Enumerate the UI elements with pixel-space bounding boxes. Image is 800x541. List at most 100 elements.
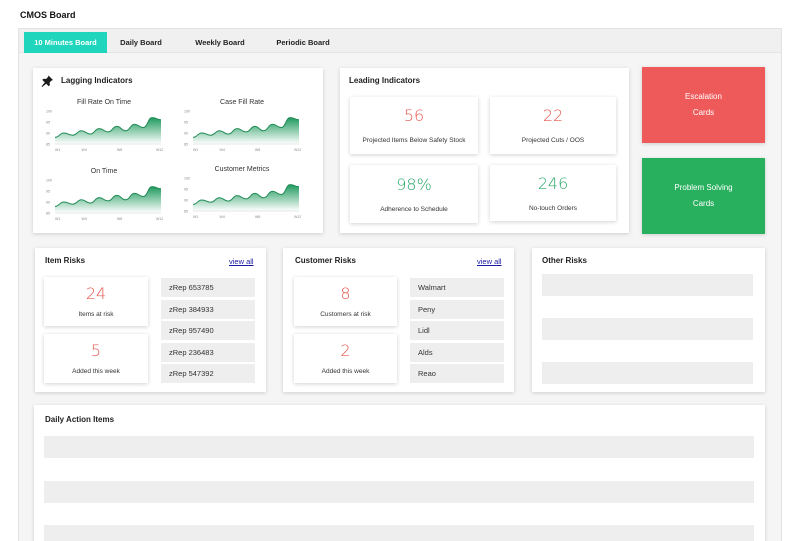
- customer-risk-row[interactable]: Peny: [410, 300, 504, 319]
- item-risk-row[interactable]: zRep 236483: [161, 343, 255, 362]
- item-risk-row[interactable]: zRep 384933: [161, 300, 255, 319]
- y-tick-label: 95: [184, 121, 188, 125]
- other-risks-title: Other Risks: [542, 256, 587, 265]
- y-tick-label: 90: [46, 132, 50, 136]
- customer-risk-row[interactable]: Reao: [410, 364, 504, 383]
- y-tick-label: 95: [184, 188, 188, 192]
- metric-projected-cuts-oos[interactable]: 22 Projected Cuts / OOS: [490, 97, 616, 154]
- x-tick-label: W1: [193, 215, 198, 219]
- metric-label: Projected Cuts / OOS: [521, 137, 585, 144]
- chart-on-time: On Time 100 95 90 85 W1 W4 W8 W12: [45, 168, 163, 222]
- escalation-line-1: Escalation: [685, 92, 722, 101]
- daily-action-items-card: Daily Action Items: [34, 405, 765, 541]
- chart-line: [192, 117, 300, 138]
- y-tick-label: 85: [184, 143, 188, 147]
- customer-risk-row[interactable]: Lidl: [410, 321, 504, 340]
- item-risks-card: Item Risks view all 24 Items at risk 5 A…: [35, 248, 266, 392]
- item-risks-title: Item Risks: [45, 256, 86, 265]
- metric-customers-added-this-week[interactable]: 2 Added this week: [294, 334, 397, 383]
- daily-action-items-title: Daily Action Items: [45, 415, 115, 424]
- item-risk-row[interactable]: zRep 547392: [161, 364, 255, 383]
- metric-value: 8: [340, 284, 351, 303]
- x-tick-label: W4: [220, 148, 225, 152]
- lagging-indicators-card: Lagging Indicators Fill Rate On Time 100…: [33, 68, 323, 233]
- metric-label: No-touch Orders: [528, 205, 578, 212]
- metric-label: Customers at risk: [320, 311, 371, 318]
- escalation-line-2: Cards: [692, 108, 715, 117]
- x-tick-label: W8: [117, 148, 122, 152]
- tab-weekly-board[interactable]: Weekly Board: [195, 38, 245, 47]
- problem-solving-line-1: Problem Solving: [674, 183, 733, 192]
- chart-fill-rate-on-time: Fill Rate On Time 100 95 90 85 W1 W4 W8 W12: [45, 99, 163, 153]
- metric-label: Items at risk: [78, 311, 114, 318]
- x-tick-label: W8: [117, 217, 122, 221]
- metric-adherence-to-schedule[interactable]: 98% Adherence to Schedule: [350, 165, 478, 223]
- y-tick-label: 90: [184, 199, 188, 203]
- chart-title: Customer Metrics: [214, 166, 270, 173]
- metric-items-added-this-week[interactable]: 5 Added this week: [44, 334, 148, 383]
- other-risk-placeholder-row: [542, 318, 753, 340]
- leading-indicators-title: Leading Indicators: [349, 76, 421, 85]
- y-tick-label: 95: [46, 121, 50, 125]
- escalation-cards-button[interactable]: Escalation Cards: [642, 67, 765, 143]
- x-tick-label: W4: [82, 217, 87, 221]
- y-tick-label: 100: [184, 110, 190, 114]
- x-tick-label: W4: [82, 148, 87, 152]
- x-tick-label: W1: [193, 148, 198, 152]
- customer-risk-row[interactable]: Alds: [410, 343, 504, 362]
- metric-value: 24: [85, 284, 107, 303]
- other-risks-card: Other Risks: [532, 248, 765, 392]
- y-tick-label: 100: [46, 110, 52, 114]
- x-tick-label: W8: [255, 148, 260, 152]
- chart-area: [193, 184, 299, 211]
- tab-periodic-board[interactable]: Periodic Board: [276, 38, 330, 47]
- metric-label: Added this week: [321, 368, 370, 375]
- y-tick-label: 90: [184, 132, 188, 136]
- tab-daily-board[interactable]: Daily Board: [120, 38, 162, 47]
- tab-10-minutes-board[interactable]: 10 Minutes Board: [24, 32, 107, 53]
- customer-risks-view-all-link[interactable]: view all: [477, 257, 502, 266]
- y-tick-label: 85: [46, 143, 50, 147]
- problem-solving-cards-button[interactable]: Problem Solving Cards: [642, 158, 765, 234]
- x-tick-label: W12: [156, 148, 163, 152]
- x-tick-label: W12: [294, 215, 301, 219]
- pin-icon: [41, 74, 53, 87]
- metric-value: 56: [403, 106, 425, 125]
- y-tick-label: 85: [184, 210, 188, 214]
- metric-projected-items-below-safety-stock[interactable]: 56 Projected Items Below Safety Stock: [350, 97, 478, 154]
- item-risk-row[interactable]: zRep 653785: [161, 278, 255, 297]
- metric-items-at-risk[interactable]: 24 Items at risk: [44, 277, 148, 326]
- customer-risk-row[interactable]: Walmart: [410, 278, 504, 297]
- y-tick-label: 85: [46, 212, 50, 216]
- item-risks-view-all-link[interactable]: view all: [229, 257, 254, 266]
- chart-area: [193, 117, 299, 144]
- x-tick-label: W4: [220, 215, 225, 219]
- item-risk-row[interactable]: zRep 957490: [161, 321, 255, 340]
- customer-risks-title: Customer Risks: [295, 256, 356, 265]
- chart-line: [54, 117, 162, 138]
- metric-value: 22: [542, 106, 564, 125]
- chart-case-fill-rate: Case Fill Rate 100 95 90 85 W1 W4 W8 W12: [183, 99, 301, 153]
- tab-bar: 10 Minutes Board Daily Board Weekly Boar…: [19, 29, 781, 53]
- lagging-indicators-title: Lagging Indicators: [61, 76, 133, 85]
- board-frame: 10 Minutes Board Daily Board Weekly Boar…: [18, 28, 782, 541]
- metric-label: Added this week: [72, 368, 120, 375]
- y-tick-label: 100: [184, 177, 190, 181]
- y-tick-label: 90: [46, 201, 50, 205]
- y-tick-label: 100: [46, 179, 52, 183]
- chart-title: On Time: [90, 168, 118, 175]
- chart-area: [55, 186, 161, 213]
- other-risk-placeholder-row: [542, 362, 753, 384]
- chart-line: [192, 184, 300, 205]
- daily-action-placeholder-row: [44, 436, 754, 458]
- problem-solving-line-2: Cards: [692, 199, 715, 208]
- chart-title: Fill Rate On Time: [76, 99, 132, 106]
- metric-customers-at-risk[interactable]: 8 Customers at risk: [294, 277, 397, 326]
- metric-value: 5: [90, 341, 102, 360]
- x-tick-label: W12: [294, 148, 301, 152]
- chart-title: Case Fill Rate: [220, 99, 264, 106]
- metric-no-touch-orders[interactable]: 246 No-touch Orders: [490, 165, 616, 221]
- customer-risks-card: Customer Risks view all 8 Customers at r…: [283, 248, 514, 392]
- chart-customer-metrics: Customer Metrics 100 95 90 85 W1 W4 W8 W12: [183, 166, 301, 220]
- app-title: CMOS Board: [20, 10, 76, 20]
